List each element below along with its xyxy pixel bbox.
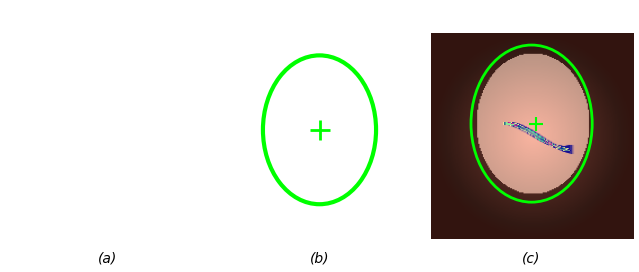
Text: (a): (a) (98, 252, 117, 266)
Bar (268, 183, 282, 193)
Bar (318, 42, 342, 56)
Bar (105, 42, 130, 56)
Bar (247, 208, 271, 221)
Bar (302, 194, 318, 211)
Bar (323, 207, 335, 222)
Bar (222, 88, 235, 101)
Bar (10, 88, 22, 101)
Bar (351, 138, 361, 154)
Bar (35, 208, 59, 221)
Bar (89, 194, 105, 211)
Bar (111, 207, 123, 222)
Bar (335, 32, 352, 42)
Bar (139, 138, 149, 154)
Text: (c): (c) (523, 252, 541, 266)
Bar (56, 183, 70, 193)
Text: (b): (b) (310, 252, 329, 266)
Bar (123, 32, 140, 42)
